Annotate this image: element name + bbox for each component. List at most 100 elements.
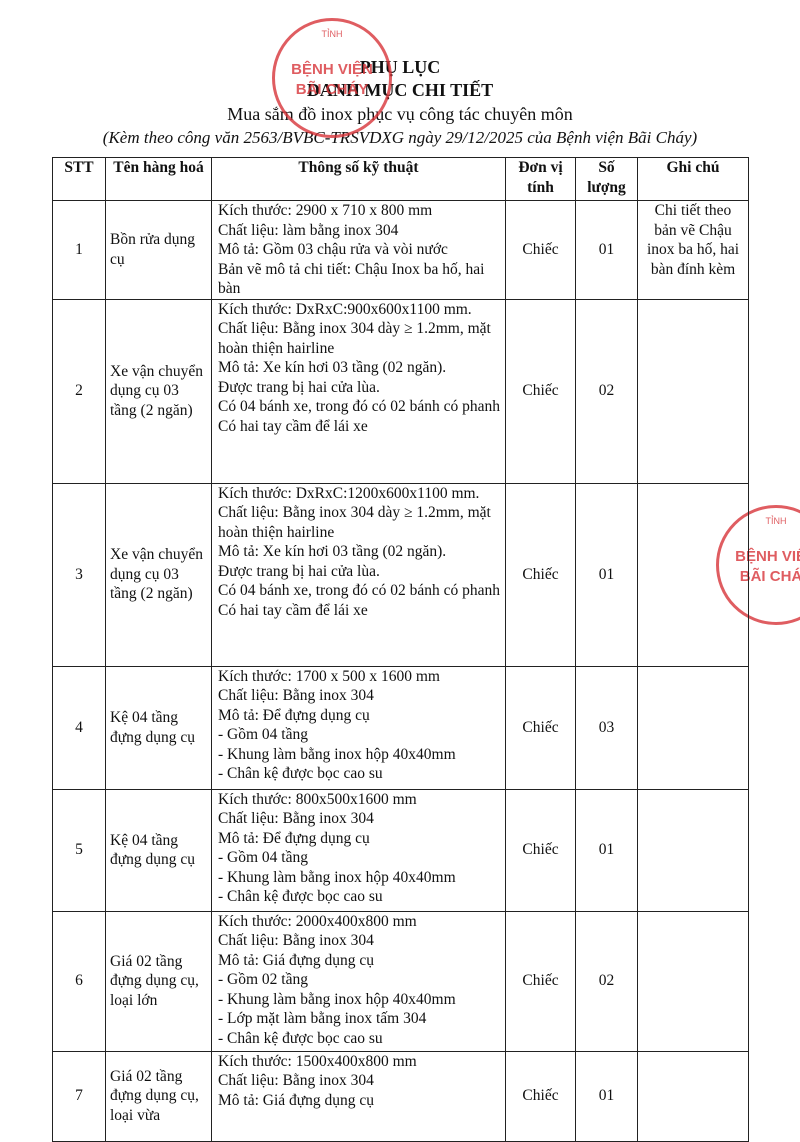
spec-cell: Kích thước: 2900 x 710 x 800 mm Chất liệu… — [211, 200, 506, 300]
spec-cell: Kích thước: 1700 x 500 x 1600 mm Chất liệ… — [211, 665, 506, 790]
item-table: STT Tên hàng hoá Thông số kỹ thuật Đơn vị t… — [52, 157, 749, 1142]
table-row: 1 Bồn rửa dụng cụ Kích thước: 2900 x 710 x… — [52, 200, 749, 300]
unit-cell: Chiếc — [505, 200, 576, 300]
qty-cell: 01 — [575, 788, 638, 912]
table-row: 3 Xe vận chuyển dụng cụ 03 tầng (2 ngăn) K… — [52, 482, 749, 667]
spec-line: Mô tả: Xe kín hơi 03 tầng (02 ngăn). — [218, 359, 447, 376]
spec-cell: Kích thước: DxRxC:900x600x1100 mm. Chất l… — [211, 298, 506, 484]
spec-line: Chất liệu: Bằng inox 304 — [218, 687, 374, 704]
spec-line: Mô tả: Để đựng dụng cụ — [218, 706, 370, 724]
spec-line: - Chân kệ được bọc cao su — [218, 888, 383, 905]
note-cell — [637, 298, 749, 484]
stt-cell: 7 — [52, 1050, 106, 1142]
note-cell: Chi tiết theo bản vẽ Chậu inox ba hố, ha… — [637, 200, 749, 300]
stamp-text: BÃI CHÁY — [295, 81, 369, 98]
name-cell: Xe vận chuyển dụng cụ 03 tầng (2 ngăn) — [105, 298, 212, 484]
name-cell: Bồn rửa dụng cụ — [105, 200, 212, 300]
spec-line: Có 04 bánh xe, trong đó có 02 bánh có ph… — [218, 398, 500, 415]
column-header: Thông số kỹ thuật — [211, 157, 506, 201]
spec-line: Kích thước: 1700 x 500 x 1600 mm — [218, 667, 440, 685]
spec-line: - Khung làm bằng inox hộp 40x40mm — [218, 868, 456, 886]
spec-line: - Gồm 04 tầng — [218, 726, 308, 743]
qty-cell: 01 — [575, 1050, 638, 1142]
qty-cell: 01 — [575, 482, 638, 667]
column-header: Ghi chú — [637, 157, 749, 201]
unit-cell: Chiếc — [505, 910, 576, 1052]
spec-line: - Gồm 02 tầng — [218, 971, 308, 988]
table-row: 4 Kệ 04 tầng đựng dụng cụ Kích thước: 1700… — [52, 665, 749, 790]
table-row: 5 Kệ 04 tầng đựng dụng cụ Kích thước: 800x… — [52, 788, 749, 912]
spec-line: Chất liệu: Bằng inox 304 — [218, 810, 374, 827]
note-cell — [637, 665, 749, 790]
table-row: 2 Xe vận chuyển dụng cụ 03 tầng (2 ngăn) K… — [52, 298, 749, 484]
spec-line: Kích thước: 2000x400x800 mm — [218, 912, 417, 930]
unit-cell: Chiếc — [505, 788, 576, 912]
spec-line: - Lớp mặt làm bằng inox tấm 304 — [218, 1010, 427, 1027]
spec-line: - Chân kệ được bọc cao su — [218, 765, 383, 782]
spec-cell: Kích thước: DxRxC:1200x600x1100 mm. Chất … — [211, 482, 506, 667]
name-cell: Xe vận chuyển dụng cụ 03 tầng (2 ngăn) — [105, 482, 212, 667]
header-row: STT Tên hàng hoá Thông số kỹ thuật Đơn vị t… — [52, 157, 749, 201]
spec-line: Kích thước: 2900 x 710 x 800 mm — [218, 202, 433, 219]
spec-cell: Kích thước: 2000x400x800 mm Chất liệu: Bằ… — [211, 910, 506, 1052]
name-cell: Kệ 04 tầng đựng dụng cụ — [105, 788, 212, 912]
name-cell: Giá 02 tầng đựng dụng cụ, loại lớn — [105, 910, 212, 1052]
table-row: 7 Giá 02 tầng đựng dụng cụ, loại vừa Kích … — [52, 1050, 749, 1142]
spec-line: Chất liệu: Bằng inox 304 dày ≥ 1.2mm, mặ… — [218, 504, 491, 541]
spec-line: Kích thước: 1500x400x800 mm — [218, 1052, 417, 1070]
spec-line: Được trang bị hai cửa lùa. — [218, 562, 380, 580]
note-cell — [637, 1050, 749, 1142]
title: PHỤ LỤC — [359, 57, 441, 77]
spec-line: Chất liệu: Bằng inox 304 — [218, 1072, 374, 1089]
purpose: Mua sắm đồ inox phục vụ công tác chuyên … — [227, 104, 573, 124]
spec-line: - Chân kệ được bọc cao su — [218, 1029, 383, 1047]
stt-cell: 6 — [52, 910, 106, 1052]
name-cell: Giá 02 tầng đựng dụng cụ, loại vừa — [105, 1050, 212, 1142]
spec-line: Mô tả: Giá đựng dụng cụ — [218, 951, 375, 969]
table-row: 6 Giá 02 tầng đựng dụng cụ, loại lớn Kích … — [52, 910, 749, 1052]
unit-cell: Chiếc — [505, 482, 576, 667]
spec-line: Chất liệu: Bằng inox 304 — [218, 932, 374, 949]
stt-cell: 5 — [52, 788, 106, 912]
reference: (Kèm theo công văn 2563/BVBC-TRSVDXG ngà… — [102, 128, 698, 147]
spec-line: Có hai tay cầm để lái xe — [218, 601, 368, 619]
unit-cell: Chiếc — [505, 298, 576, 484]
note-cell — [637, 788, 749, 912]
note-cell — [637, 910, 749, 1052]
spec-line: Chất liệu: làm bằng inox 304 — [218, 221, 399, 239]
stamp-text: TỈNH — [321, 29, 343, 39]
column-header: Số lượng — [575, 157, 638, 201]
spec-line: Chất liệu: Bằng inox 304 dày ≥ 1.2mm, mặ… — [218, 320, 491, 357]
note-cell — [637, 482, 749, 667]
unit-cell: Chiếc — [505, 665, 576, 790]
spec-line: Được trang bị hai cửa lùa. — [218, 378, 380, 396]
spec-line: Mô tả: Để đựng dụng cụ — [218, 829, 370, 847]
spec-line: Mô tả: Gồm 03 chậu rửa và vòi nước — [218, 241, 448, 258]
stt-cell: 4 — [52, 665, 106, 790]
stt-cell: 2 — [52, 298, 106, 484]
unit-cell: Chiếc — [505, 1050, 576, 1142]
spec-line: Kích thước: 800x500x1600 mm — [218, 790, 417, 808]
stamp-text: BỆNH VIỆN — [291, 61, 373, 78]
spec-cell: Kích thước: 1500x400x800 mm Chất liệu: Bằ… — [211, 1050, 506, 1142]
column-header: Tên hàng hoá — [105, 157, 212, 201]
spec-line: Mô tả: Xe kín hơi 03 tầng (02 ngăn). — [218, 543, 447, 560]
spec-cell: Kích thước: 800x500x1600 mm Chất liệu: Bằ… — [211, 788, 506, 912]
stamp-text: TỈNH — [765, 516, 787, 526]
spec-line: Kích thước: DxRxC:1200x600x1100 mm. — [218, 484, 480, 502]
column-header: Đơn vị tính — [505, 157, 576, 201]
stamp-text: BÃI CHÁY — [739, 568, 800, 585]
spec-line: - Khung làm bằng inox hộp 40x40mm — [218, 990, 456, 1008]
stamp-text: BỆNH VIỆN — [735, 548, 800, 565]
spec-line: Có 04 bánh xe, trong đó có 02 bánh có ph… — [218, 582, 500, 599]
qty-cell: 02 — [575, 298, 638, 484]
qty-cell: 02 — [575, 910, 638, 1052]
spec-line: - Khung làm bằng inox hộp 40x40mm — [218, 745, 456, 763]
column-header: STT — [52, 157, 106, 201]
stt-cell: 1 — [52, 200, 106, 300]
qty-cell: 03 — [575, 665, 638, 790]
spec-line: Mô tả: Giá đựng dụng cụ — [218, 1091, 375, 1109]
spec-line: Kích thước: DxRxC:900x600x1100 mm. — [218, 300, 472, 318]
spec-line: - Gồm 04 tầng — [218, 849, 308, 866]
